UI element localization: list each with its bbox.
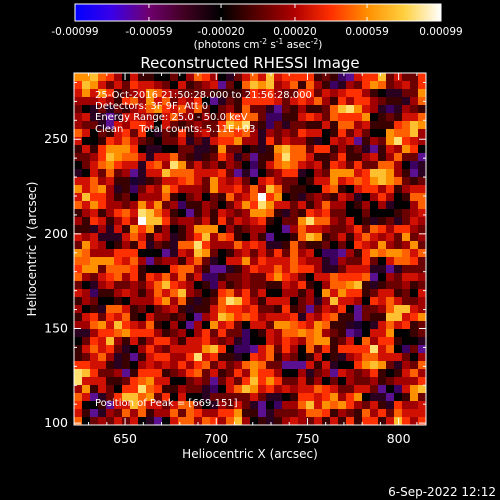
x-axis: 650 700 750 800 xyxy=(88,73,418,446)
heatmap-image xyxy=(74,73,426,425)
colorbar-ticks: -0.00099 -0.00059 -0.00020 0.00020 0.00059 0.… xyxy=(51,4,463,38)
y-tick-label: 150 xyxy=(44,320,68,335)
y-tick-label: 200 xyxy=(44,226,68,241)
plot-frame xyxy=(73,72,427,426)
x-tick-label: 750 xyxy=(296,431,320,446)
x-tick-label: 800 xyxy=(387,431,411,446)
colorbar-tick-label: 0.00020 xyxy=(273,26,316,38)
annotation-energy-range: Energy Range: 25.0 - 50.0 keV xyxy=(95,112,248,123)
colorbar-tick-label: 0.00059 xyxy=(345,26,388,38)
colorbar-tick-label: -0.00099 xyxy=(51,26,98,38)
colorbar-tick-label: 0.00099 xyxy=(419,26,462,38)
annotation-peak-position: Position of Peak = [669,151] xyxy=(95,398,238,409)
y-axis: 100 150 200 250 xyxy=(44,81,426,430)
footer-date: 6-Sep-2022 12:12 xyxy=(388,485,496,499)
annotation-time-range: 25-Oct-2016 21:50:28.000 to 21:56:28.000 xyxy=(95,90,312,101)
x-tick-label: 650 xyxy=(113,431,137,446)
chart-title: Reconstructed RHESSI Image xyxy=(140,54,359,72)
colorbar-units: (photons cm-2 s-1 asec-2) xyxy=(194,37,323,51)
colorbar xyxy=(74,3,442,22)
image-annotations: 25-Oct-2016 21:50:28.000 to 21:56:28.000… xyxy=(95,90,312,409)
y-axis-label: Heliocentric Y (arcsec) xyxy=(25,182,39,317)
colorbar-tick-label: -0.00020 xyxy=(197,26,244,38)
colorbar-tick-label: -0.00059 xyxy=(125,26,172,38)
x-axis-label: Heliocentric X (arcsec) xyxy=(182,447,318,461)
y-tick-label: 100 xyxy=(44,415,68,430)
annotation-detectors: Detectors: 3F 9F, Att 0 xyxy=(95,101,208,112)
x-tick-label: 700 xyxy=(204,431,228,446)
annotation-counts: Clean Total counts: 5.11E+03 xyxy=(95,124,255,135)
y-tick-label: 250 xyxy=(44,131,68,146)
